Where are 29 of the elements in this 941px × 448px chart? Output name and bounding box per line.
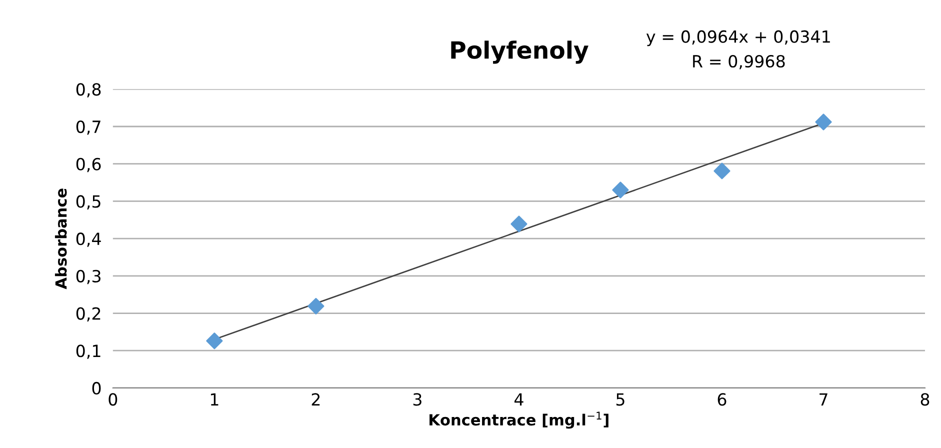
x-tick-label: 6 <box>718 393 726 406</box>
x-tick-label: 2 <box>312 393 320 406</box>
text: y = 0,0964x + 0,0341 <box>646 30 830 46</box>
x-tick-label: 7 <box>820 393 828 406</box>
y-tick-label: 0,2 <box>76 307 100 322</box>
y-tick-label: 0,5 <box>76 195 100 210</box>
x-tick-label: 4 <box>514 393 524 406</box>
y-tick-label: 0,7 <box>76 120 100 135</box>
point <box>714 162 730 180</box>
point <box>510 216 528 232</box>
y-axis-title: Absorbance <box>54 188 67 290</box>
x-tick-label: 3 <box>413 393 422 406</box>
y-tick-label: 0,4 <box>76 232 101 247</box>
x-tick-label: 1 <box>210 393 218 406</box>
y-tick-label: 0 <box>92 382 101 395</box>
chart-title: Polyfenoly <box>451 40 588 64</box>
x-tick-label: 0 <box>108 393 118 406</box>
point <box>308 298 324 314</box>
point <box>206 332 223 350</box>
y-tick-label: 0,3 <box>76 270 100 284</box>
x-tick-label: 5 <box>616 393 624 406</box>
y-tick-label: 0,8 <box>76 83 101 98</box>
x-axis-title: Koncentrace [mg.l$^{−1}$] <box>430 412 608 429</box>
point <box>815 114 832 130</box>
text: R = 0,9968 <box>693 54 785 70</box>
y-tick-label: 0,1 <box>76 344 100 359</box>
y-tick-label: 0,6 <box>76 158 101 172</box>
point <box>612 182 629 198</box>
x-tick-label: 8 <box>920 393 930 406</box>
